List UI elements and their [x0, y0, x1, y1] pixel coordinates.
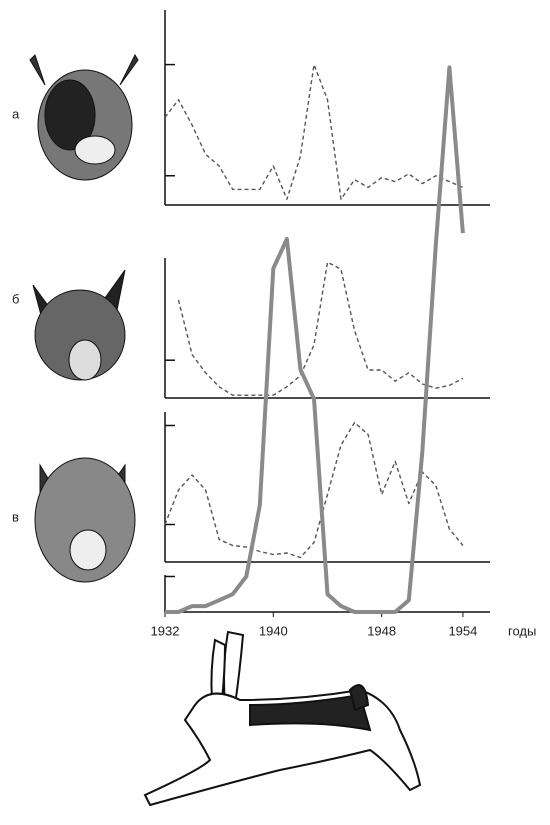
- x-tick-label: 1954: [448, 623, 477, 638]
- predator-line: [177, 261, 464, 396]
- panel-label: б: [12, 291, 19, 306]
- predator-line: [164, 421, 464, 559]
- x-axis-label: годы: [508, 623, 536, 638]
- wolf-head: [34, 457, 136, 583]
- x-tick-label: 1932: [151, 623, 180, 638]
- x-tick-label: 1940: [259, 623, 288, 638]
- panel-label: а: [12, 106, 20, 121]
- hare-drawing: [143, 630, 422, 807]
- x-tick-label: 1948: [367, 623, 396, 638]
- hare-line: [165, 65, 465, 614]
- predator-line: [164, 63, 464, 200]
- fox-head: [32, 269, 126, 381]
- panel-label: в: [12, 509, 19, 524]
- lynx-head: [29, 53, 139, 181]
